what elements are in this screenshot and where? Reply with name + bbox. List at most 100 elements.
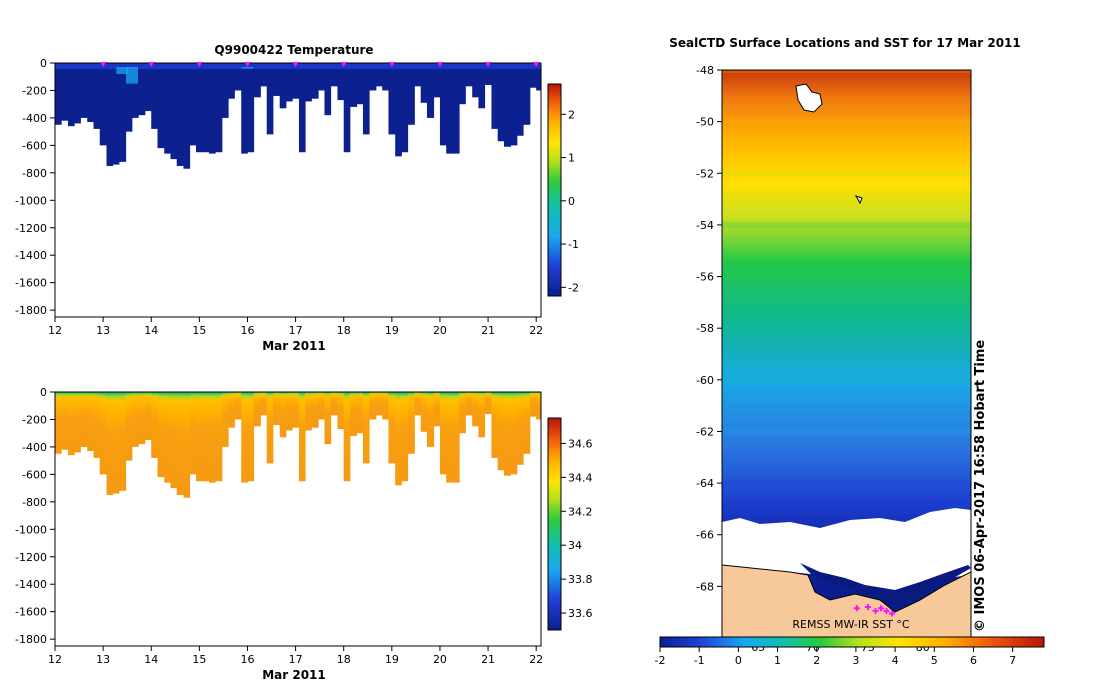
temperature-surface-layer	[529, 63, 537, 69]
salinity-profile-column	[465, 392, 473, 416]
x-tick-label: 21	[481, 653, 495, 666]
seal-track	[853, 604, 896, 617]
salinity-profile-column	[318, 392, 325, 420]
temperature-profile-column	[55, 63, 62, 125]
temperature-surface-layer	[61, 63, 69, 69]
salinity-profile-column	[215, 392, 223, 482]
temperature-profile-column	[266, 63, 274, 135]
salinity-profile-column	[503, 392, 512, 476]
sst-field	[722, 70, 971, 638]
temperature-surface-layer	[407, 63, 415, 69]
y-tick-label: -1200	[15, 222, 47, 235]
temperature-profile-column	[375, 63, 383, 87]
temperature-surface-layer	[285, 63, 293, 69]
temperature-profile-column	[503, 63, 512, 147]
temperature-profile-column	[529, 63, 537, 88]
temperature-surface-layer	[516, 63, 524, 69]
salinity-profile-column	[228, 392, 235, 428]
y-tick-label: -600	[22, 468, 47, 481]
x-tick-label: 22	[529, 324, 543, 337]
temperature-surface-layer	[497, 63, 505, 69]
temperature-profile-column	[189, 63, 197, 146]
salinity-profile-column	[305, 392, 312, 431]
salinity-profile-column	[80, 392, 88, 447]
temperature-profile-column	[459, 63, 466, 105]
sst-colorbar-ticks: -2 -1 0 1 2 3 4 5 6 7	[655, 647, 1016, 667]
temperature-surface-layer	[452, 63, 460, 69]
temperature-profile-column	[362, 63, 370, 135]
temperature-profile-column	[106, 63, 114, 166]
temperature-surface-layer	[125, 63, 133, 69]
x-tick-label: 20	[433, 653, 447, 666]
temperature-profile-column	[93, 63, 101, 129]
profile-marker	[436, 62, 443, 67]
salinity-profile-column	[241, 392, 248, 483]
temperature-profile-column	[472, 63, 479, 98]
y-tick-label: -600	[22, 139, 47, 152]
temperature-surface-layer	[433, 63, 441, 69]
temperature-surface-layer	[241, 63, 248, 69]
temperature-surface-layer	[67, 63, 75, 69]
x-tick-label: 14	[144, 653, 158, 666]
salinity-profile-column	[414, 392, 422, 416]
temperature-profile-column	[272, 63, 281, 96]
salinity-profile-column	[401, 392, 409, 482]
salinity-profile-column	[112, 392, 120, 494]
temperature-profile-column	[221, 63, 229, 118]
temperature-profile-column	[452, 63, 460, 154]
salinity-y-axis: 0 -200 -400 -600 -800 -1000 -1200 -1400 -1600 -18…	[15, 386, 55, 646]
temperature-surface-layer	[472, 63, 479, 69]
salinity-profile-column	[195, 392, 204, 482]
salinity-profile-column	[266, 392, 274, 464]
profile-marker	[100, 62, 107, 67]
salinity-profile-column	[234, 392, 242, 420]
salinity-profile-column	[446, 392, 454, 483]
salinity-profile-column	[536, 392, 541, 420]
salinity-profile-column	[343, 392, 351, 482]
salinity-profile-column	[433, 392, 441, 427]
colorbar-tick-label: 2	[568, 108, 575, 121]
x-tick-label: 13	[96, 324, 110, 337]
temperature-profile-column	[99, 63, 107, 146]
sst-colorbar-tick-label: 7	[1009, 654, 1016, 667]
y-tick-label: -1000	[15, 523, 47, 536]
temperature-surface-layer	[221, 63, 229, 69]
sst-colorbar-tick-label: 2	[813, 654, 820, 667]
sst-band	[722, 480, 971, 487]
salinity-profile-column	[55, 392, 62, 454]
salinity-x-label: Mar 2011	[262, 668, 326, 682]
salinity-profile-column	[356, 392, 364, 434]
profile-marker	[340, 62, 347, 67]
temperature-profile-column	[497, 63, 505, 142]
salinity-profile-column	[272, 392, 281, 425]
salinity-profile-column	[202, 392, 210, 482]
temperature-anomalies	[116, 67, 254, 84]
temperature-anomaly	[241, 67, 254, 69]
salinity-profile-column	[99, 392, 107, 475]
temperature-surface-layer	[420, 63, 428, 69]
temperature-profile-column	[491, 63, 499, 129]
seal-position-marker	[853, 605, 860, 612]
profile-marker	[244, 62, 251, 67]
temperature-anomaly	[125, 67, 138, 84]
salinity-profile-column	[221, 392, 229, 447]
temperature-surface-layer	[324, 63, 332, 69]
profile-marker	[533, 62, 540, 67]
seal-position-marker	[889, 610, 896, 617]
salinity-profile-column	[144, 392, 152, 441]
temperature-profile-column	[260, 63, 268, 87]
seal-position-marker	[878, 605, 885, 612]
ice-edge-band	[800, 563, 971, 607]
temperature-profile-column	[446, 63, 454, 154]
temperature-profile-column	[420, 63, 428, 103]
colorbar-tick-label: 34.6	[568, 437, 593, 450]
x-tick-label: 17	[289, 653, 303, 666]
temperature-profile-column	[343, 63, 351, 153]
salinity-profile-column	[170, 392, 178, 489]
temperature-surface-layer	[382, 63, 389, 69]
sst-colorbar-tick-label: 0	[735, 654, 742, 667]
temperature-surface-layer	[93, 63, 101, 69]
temperature-surface-layer	[138, 63, 146, 69]
salinity-profile-column	[189, 392, 197, 475]
